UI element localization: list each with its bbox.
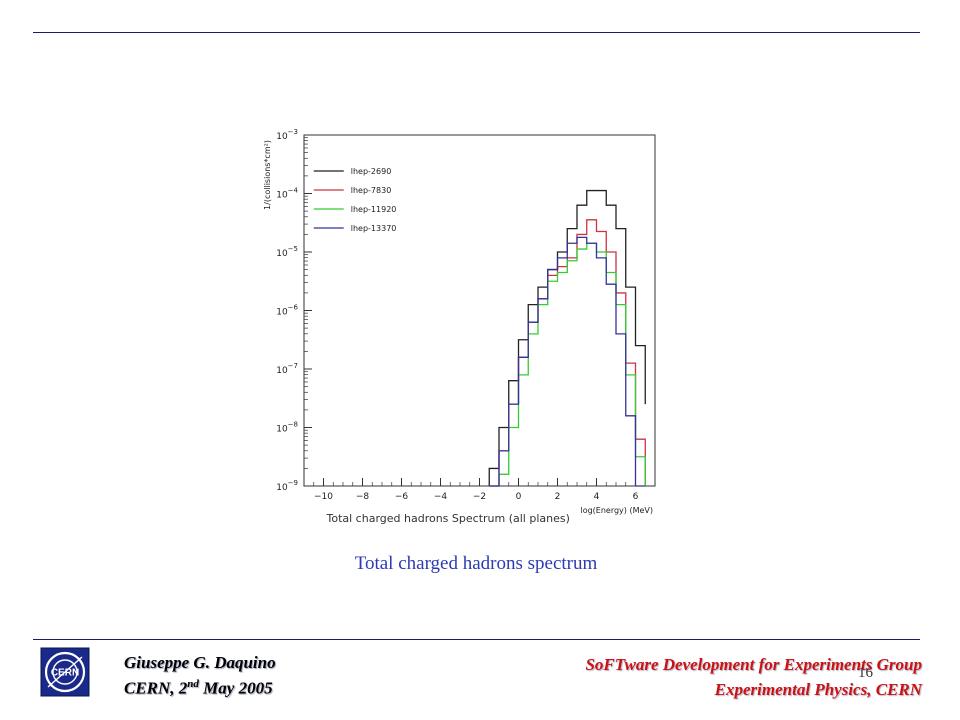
x-tick-label: −4 bbox=[434, 492, 448, 502]
legend-entry: lhep-13370 bbox=[351, 224, 397, 233]
x-axis-label: log(Energy) (MeV) bbox=[580, 506, 653, 515]
x-tick-label: 2 bbox=[555, 492, 561, 502]
series-line-lhep-11920 bbox=[489, 242, 646, 487]
x-tick-label: 0 bbox=[516, 492, 522, 502]
top-rule bbox=[33, 32, 920, 33]
x-tick-label: −8 bbox=[356, 492, 370, 502]
legend-entry: lhep-2690 bbox=[351, 167, 392, 176]
chart-title: Total charged hadrons Spectrum (all plan… bbox=[326, 512, 570, 525]
legend-entry: lhep-11920 bbox=[351, 205, 397, 214]
y-tick-label: 10−5 bbox=[276, 245, 298, 259]
plot-frame bbox=[303, 134, 656, 487]
group-name: SoFTware Development for Experiments Gro… bbox=[585, 655, 922, 674]
x-tick-label: −10 bbox=[314, 492, 333, 502]
y-tick-label: 10−8 bbox=[276, 421, 298, 435]
y-tick-label: 10−3 bbox=[276, 128, 298, 142]
author-name: Giuseppe G. Daquino bbox=[124, 653, 276, 672]
page-number: 16 bbox=[858, 665, 873, 681]
venue-date: CERN, 2nd May 2005 bbox=[124, 678, 273, 699]
venue-sup: nd bbox=[187, 678, 199, 690]
venue-prefix: CERN, 2 bbox=[124, 678, 188, 698]
bottom-rule bbox=[33, 639, 920, 640]
y-tick-label: 10−6 bbox=[276, 304, 298, 318]
cern-logo-icon: CERN bbox=[40, 647, 90, 697]
logo-text: CERN bbox=[51, 668, 79, 679]
x-tick-label: −6 bbox=[395, 492, 409, 502]
x-tick-label: 6 bbox=[633, 492, 639, 502]
y-tick-label: 10−9 bbox=[276, 479, 298, 493]
y-axis-label: 1/(collisions*cm²) bbox=[263, 140, 272, 210]
x-tick-label: −2 bbox=[473, 492, 486, 502]
series-line-lhep-13370 bbox=[489, 236, 646, 487]
histogram-chart: −10 −8 −6 −4 −2 0 2 4 6 10−9 10−8 10−7 10−6 10−5 10−4 1… bbox=[263, 128, 656, 525]
x-tick-label: 4 bbox=[594, 492, 600, 502]
department-name: Experimental Physics, CERN bbox=[714, 680, 922, 699]
venue-suffix: May 2005 bbox=[198, 678, 273, 698]
legend-entry: lhep-7830 bbox=[351, 186, 392, 195]
y-tick-label: 10−7 bbox=[276, 362, 298, 376]
slide-caption: Total charged hadrons spectrum bbox=[354, 553, 598, 574]
y-tick-label: 10−4 bbox=[276, 187, 298, 201]
